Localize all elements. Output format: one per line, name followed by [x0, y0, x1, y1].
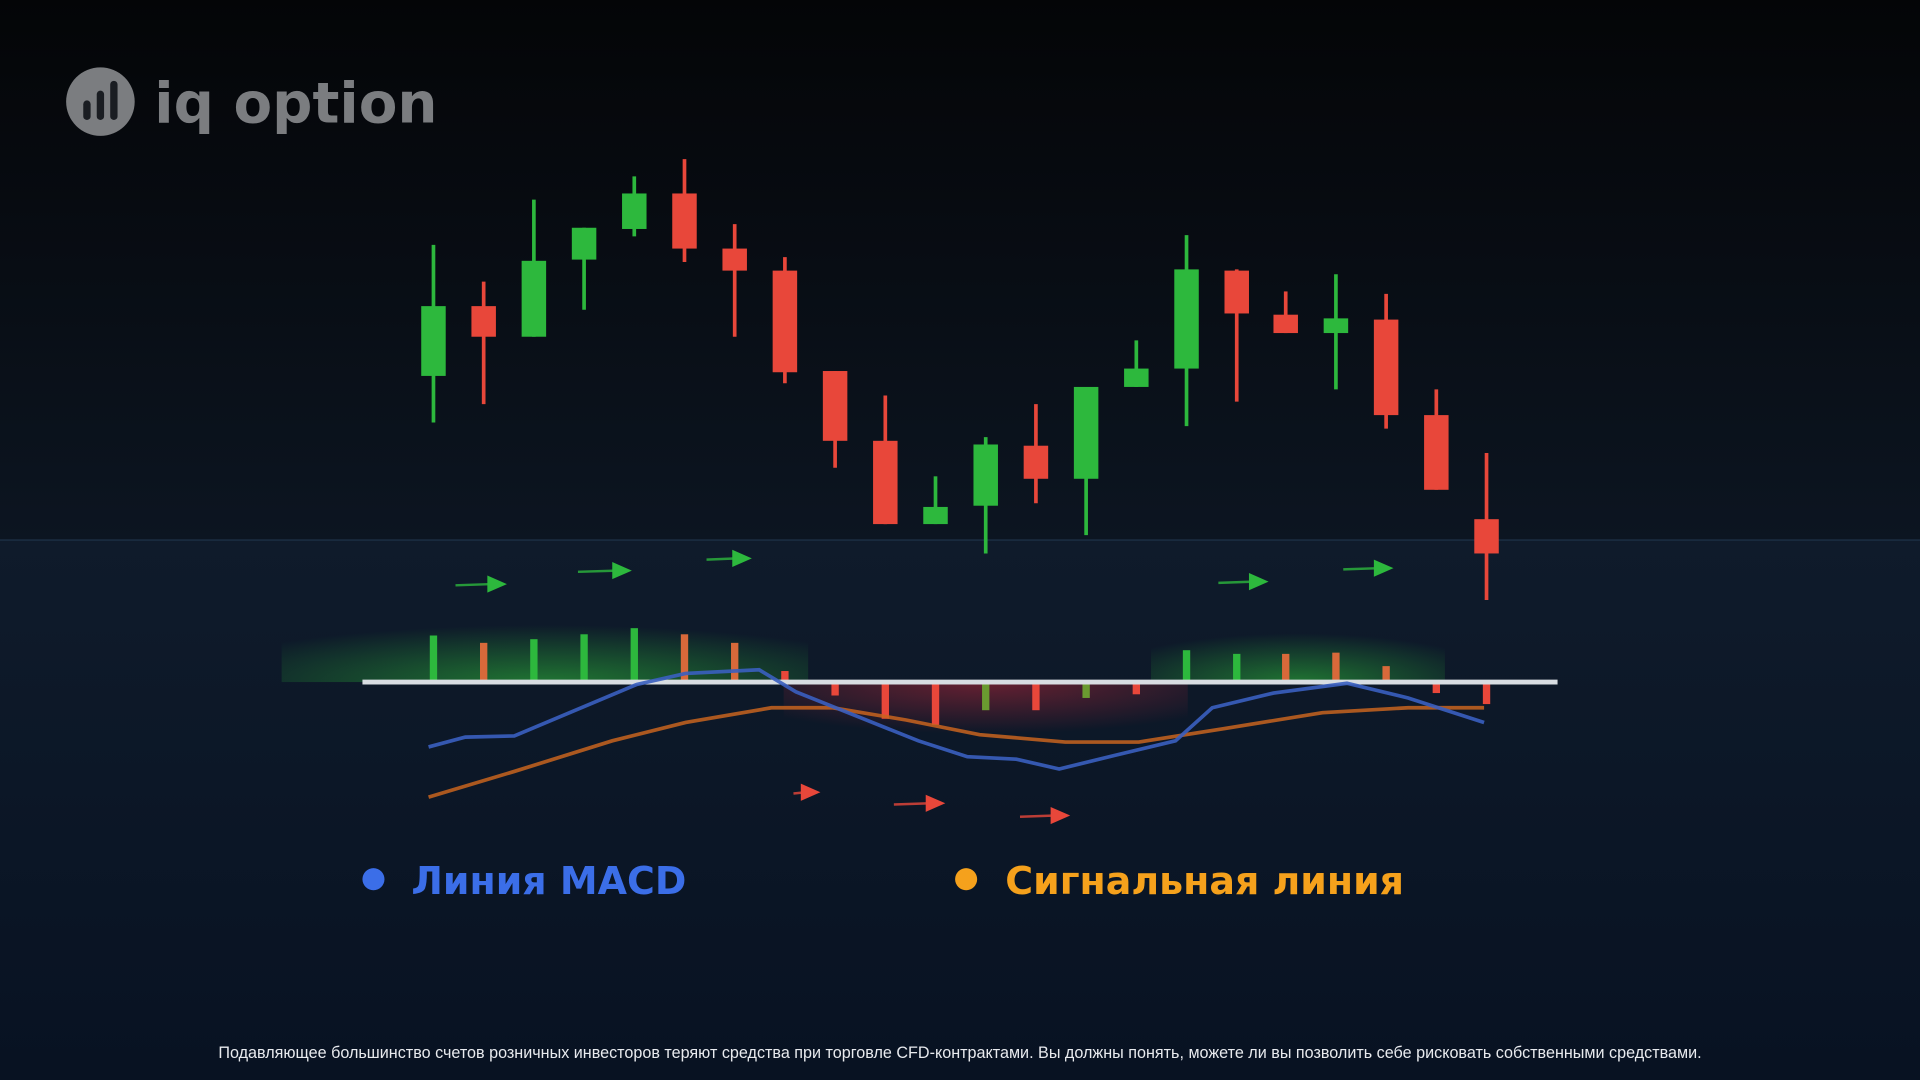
- histogram-bar: [1132, 682, 1140, 695]
- candle-body: [1373, 319, 1399, 416]
- logo-text: iq option: [154, 71, 437, 136]
- candle-body: [923, 506, 948, 525]
- arrow-shaft: [706, 557, 738, 561]
- candle-body: [722, 248, 747, 271]
- arrow-head: [1050, 806, 1071, 825]
- candle-body: [873, 440, 898, 525]
- histogram-bar: [1282, 653, 1290, 683]
- histogram-bar: [1382, 666, 1390, 683]
- histogram-bar: [1482, 682, 1491, 705]
- candle-body: [1174, 269, 1199, 369]
- legend-dot: [955, 868, 978, 891]
- legend-dot: [362, 868, 385, 891]
- histogram-bar: [731, 642, 739, 683]
- green-glow: [281, 600, 809, 683]
- arrow-head: [732, 549, 752, 567]
- candle-body: [1323, 318, 1349, 334]
- arrow-head: [612, 562, 632, 580]
- candle-body: [1124, 368, 1149, 387]
- histogram-bar: [680, 634, 689, 683]
- arrow-shaft: [1218, 580, 1254, 585]
- histogram-bar: [1182, 650, 1191, 683]
- candle-body: [1224, 270, 1249, 314]
- logo-bar: [110, 80, 118, 120]
- histogram-bar: [480, 642, 488, 683]
- candle-body: [672, 193, 697, 249]
- histogram-bar: [931, 682, 940, 725]
- legend-macd: Линия MACD: [411, 859, 686, 903]
- candle-body: [421, 306, 446, 376]
- candle-body: [1073, 386, 1099, 479]
- logo: iq option: [66, 67, 438, 136]
- green-glow: [1151, 612, 1445, 683]
- candle-body: [822, 371, 848, 441]
- disclaimer: Подавляющее большинство счетов розничных…: [218, 1044, 1701, 1062]
- arrow-head: [487, 575, 507, 593]
- arrow-head: [925, 794, 946, 812]
- indicator-lines: [428, 667, 1485, 799]
- arrow-shaft: [455, 582, 493, 587]
- arrow-shaft: [577, 569, 618, 574]
- candle-body: [571, 227, 597, 260]
- arrow-shaft: [1343, 566, 1379, 571]
- histogram-bar: [1032, 682, 1040, 711]
- candle-body: [1023, 445, 1049, 479]
- logo-bar: [96, 90, 105, 120]
- candle-body: [471, 306, 496, 337]
- arrow-head: [1373, 559, 1394, 577]
- histogram-bar: [429, 635, 438, 683]
- arrows: [455, 549, 1394, 825]
- legend-signal: Сигнальная линия: [1005, 859, 1404, 903]
- histogram-bar: [1332, 652, 1340, 683]
- arrow-shaft: [1019, 814, 1056, 818]
- candle-body: [1474, 519, 1499, 554]
- logo-bar: [83, 100, 91, 120]
- candle-body: [772, 270, 798, 373]
- candles: [421, 159, 1499, 600]
- candle-body: [1424, 415, 1449, 490]
- signal-line: [428, 705, 1485, 799]
- candle-body: [622, 193, 647, 229]
- histogram-bar: [580, 634, 588, 683]
- candle-body: [973, 444, 998, 506]
- histogram-bar: [1082, 682, 1090, 698]
- candle-body: [521, 260, 547, 337]
- histogram-bar: [1432, 682, 1440, 694]
- histogram-bar: [781, 671, 789, 683]
- histogram-bar: [982, 682, 990, 711]
- histogram-bar: [530, 639, 538, 683]
- arrow-head: [1248, 573, 1269, 591]
- histogram-bar: [630, 628, 638, 683]
- histogram-bar: [881, 682, 889, 719]
- macd-line: [428, 667, 1485, 771]
- histogram-bar: [831, 682, 839, 696]
- arrow-shaft: [893, 802, 931, 806]
- histogram-bar: [1233, 653, 1241, 683]
- histogram: [429, 628, 1491, 725]
- candle-body: [1273, 314, 1298, 334]
- arrow-head: [800, 783, 821, 801]
